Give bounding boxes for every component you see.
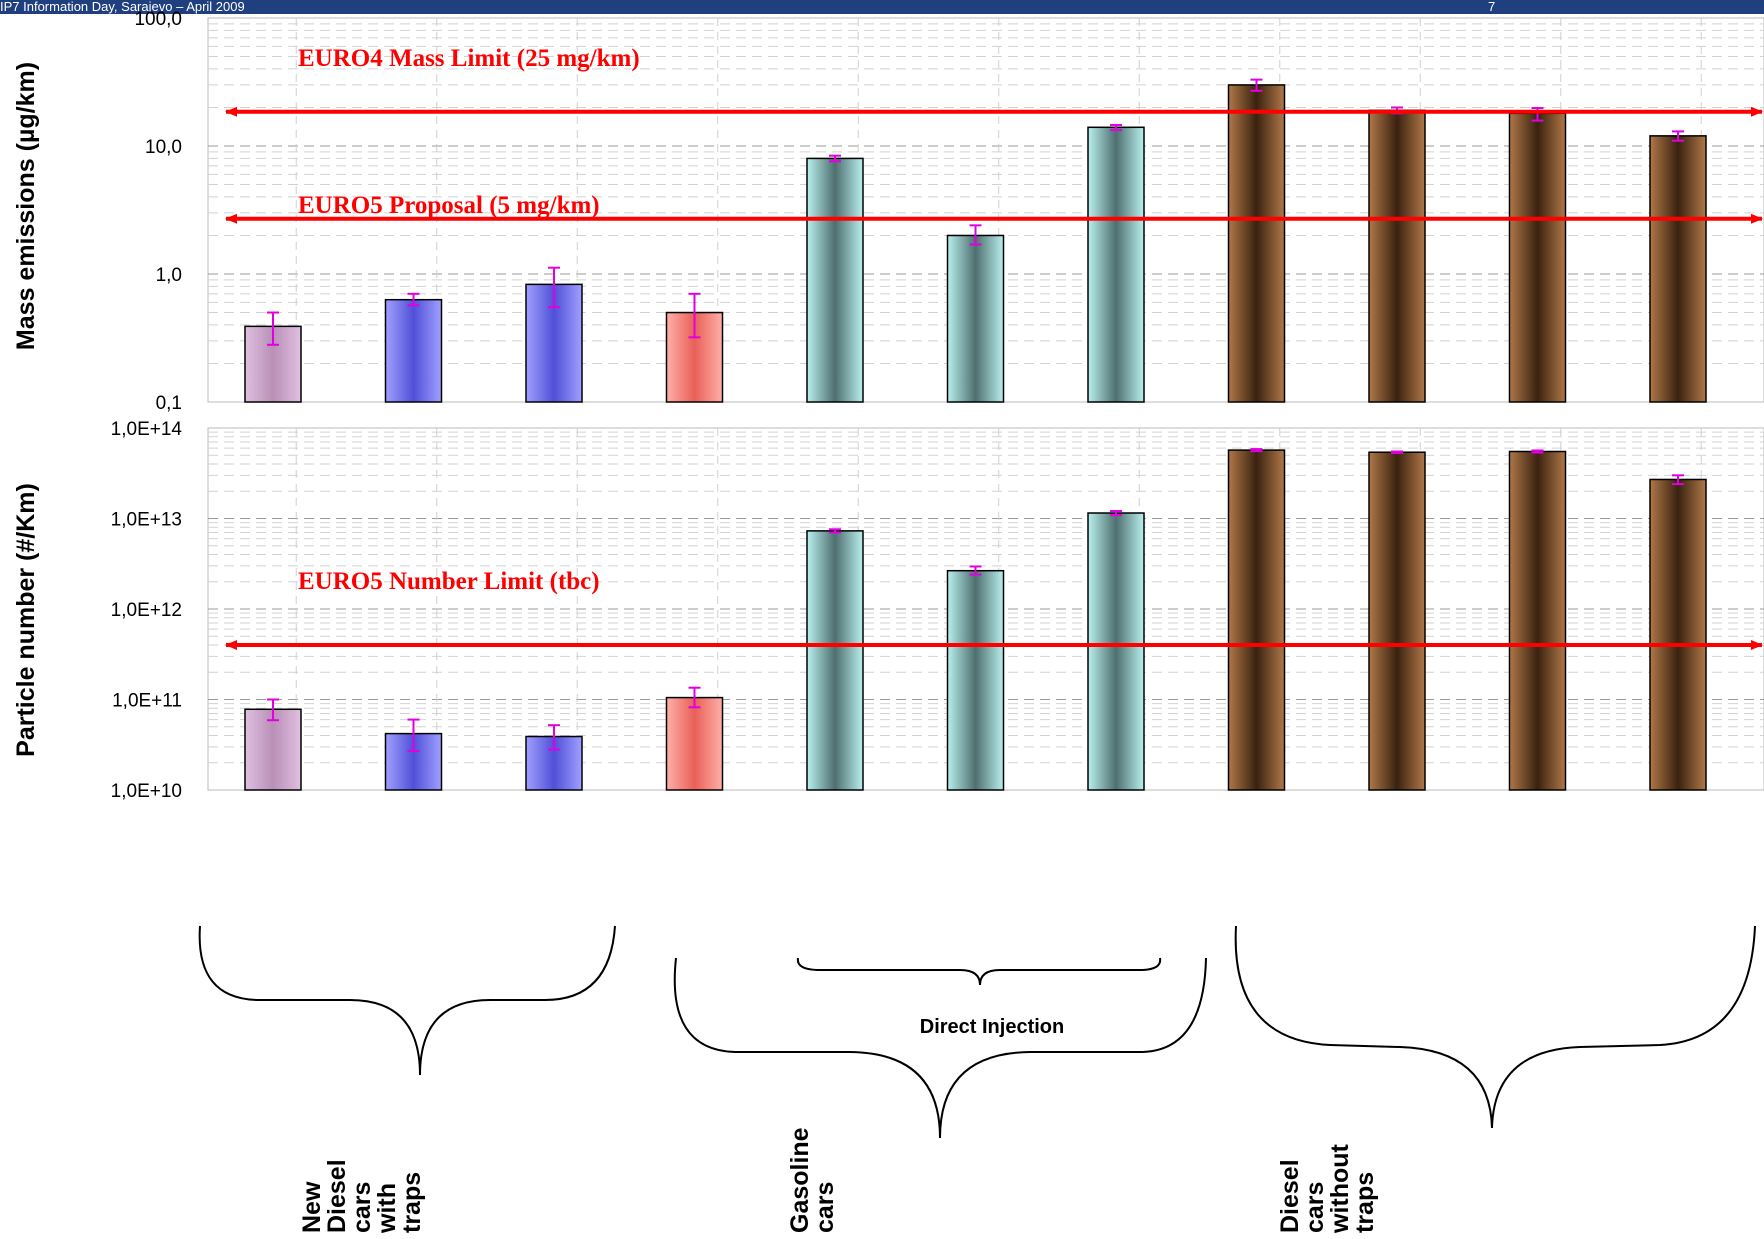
y-tick-label: 1,0E+10 [111,781,182,802]
number-ylabel: Particle number (#/Km) [12,483,40,757]
number-tick-labels: 1,0E+10 1,0E+11 1,0E+12 1,0E+13 1,0E+14 [111,419,183,802]
bar [806,530,864,791]
group-label-line: Diesel [323,1159,351,1233]
bar [1508,112,1567,403]
bar [244,708,302,791]
mass-tick-labels: 0,1 1,0 10,0 100,0 [134,9,182,414]
bar [946,569,1005,791]
y-tick-label: 0,1 [156,393,182,414]
number-limit-lines: EURO5 Number Limit (tbc) [225,568,1763,651]
page-number: 7 [1488,0,1496,14]
mass-bars [244,78,1707,403]
bar [384,298,443,403]
bar [1087,126,1145,403]
direct-injection-label: Direct Injection [920,1016,1064,1038]
bar [665,696,724,791]
particle-number-panel: 1,0E+10 1,0E+11 1,0E+12 1,0E+13 1,0E+14 EURO… [12,419,1764,802]
group-label-line: cars [1301,1182,1329,1233]
bar [1508,450,1567,791]
bar [665,311,724,403]
bar [1087,512,1145,791]
bar [1227,449,1286,791]
brace-diesel-traps [198,925,616,1076]
bar [1649,135,1707,403]
y-tick-label: 1,0E+13 [111,510,182,531]
group-label-line: traps [398,1172,426,1233]
group-label-line: with [373,1183,401,1234]
group-label-line: without [1326,1143,1354,1234]
limit-label: EURO5 Proposal (5 mg/km) [298,192,600,219]
bar [1368,109,1426,403]
group-label-line: cars [348,1182,376,1233]
y-tick-label: 1,0 [156,265,182,286]
bar [1227,84,1286,403]
brace-direct-injection [796,957,1162,986]
limit-label: EURO4 Mass Limit (25 mg/km) [298,45,640,72]
bar [1368,451,1426,791]
group-label-line: Gasoline [786,1127,814,1233]
number-bars [244,448,1707,791]
group-label-line: Diesel [1276,1159,1304,1233]
y-tick-label: 1,0E+12 [111,600,182,621]
y-tick-label: 1,0E+14 [111,419,183,440]
mass-emissions-panel: 0,1 1,0 10,0 100,0 EURO4 Mass Limit (25 mg/… [12,9,1764,414]
bar [806,157,864,403]
group-braces: Direct Injection [198,925,1756,1139]
brace-diesel-no-traps [1234,925,1756,1129]
mass-limit-lines: EURO4 Mass Limit (25 mg/km) EURO5 Proposa… [225,45,1763,224]
y-tick-label: 10,0 [145,137,182,158]
group-label-line: New [298,1181,326,1233]
y-tick-label: 1,0E+11 [112,691,182,712]
y-tick-label: 100,0 [134,9,182,30]
group-label-line: cars [811,1182,839,1233]
mass-ylabel: Mass emissions (µg/km) [12,62,40,350]
bar [1649,478,1707,791]
bar [946,234,1005,403]
header-title: IP7 Information Day, Sarajevo – April 20… [0,0,245,14]
limit-label: EURO5 Number Limit (tbc) [298,568,600,595]
group-label-line: traps [1351,1172,1379,1233]
brace-gasoline [673,957,1207,1139]
header-bar: IP7 Information Day, Sarajevo – April 20… [0,0,1764,14]
